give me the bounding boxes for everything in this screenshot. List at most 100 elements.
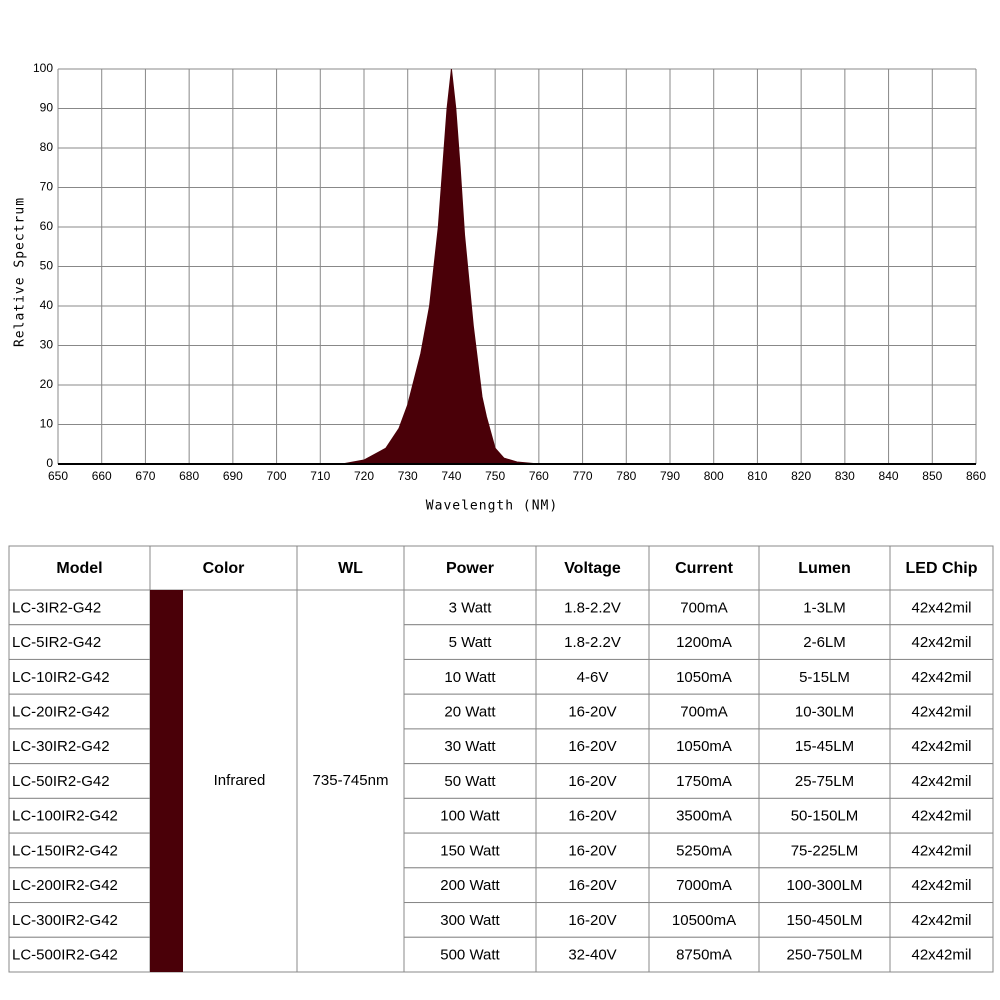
color-swatch [150, 590, 183, 972]
cell-text: LC-200IR2-G42 [12, 877, 118, 894]
cell [889, 693, 994, 730]
cell-text: 1050mA [676, 669, 732, 686]
cell [8, 763, 151, 799]
cell-text: LC-20IR2-G42 [12, 704, 110, 721]
cell-text: 16-20V [568, 912, 616, 929]
y-tick-label: 40 [40, 298, 54, 312]
cell-text: 1050mA [676, 738, 732, 755]
y-tick-label: 100 [33, 61, 53, 75]
x-tick-label: 740 [441, 469, 461, 483]
cell [8, 589, 151, 626]
cell-text: 16-20V [568, 877, 616, 894]
cell-text: 700mA [680, 704, 728, 721]
cell [403, 763, 537, 799]
cell-text: 1.8-2.2V [564, 634, 621, 651]
x-axis-label: Wavelength (NM) [426, 499, 558, 514]
column-header: Current [675, 560, 733, 577]
cell [648, 693, 760, 730]
cell-text: LC-50IR2-G42 [12, 773, 110, 790]
cell-text: 8750mA [676, 947, 732, 964]
cell [758, 658, 891, 695]
x-tick-label: 790 [660, 469, 680, 483]
y-tick-label: 50 [40, 259, 54, 273]
cell [535, 797, 650, 834]
color-text: Infrared [214, 772, 266, 789]
cell-text: 100 Watt [440, 808, 500, 825]
cell-text: 42x42mil [911, 912, 971, 929]
cell-text: 42x42mil [911, 599, 971, 616]
x-tick-label: 800 [704, 469, 724, 483]
cell-text: 25-75LM [795, 773, 854, 790]
x-tick-label: 750 [485, 469, 505, 483]
cell [403, 867, 537, 904]
cell [758, 902, 891, 938]
cell-text: 16-20V [568, 773, 616, 790]
header-cell [296, 545, 405, 591]
cell [8, 936, 151, 973]
cell [648, 624, 760, 660]
cell [758, 832, 891, 869]
cell-text: 3 Watt [449, 599, 493, 616]
cell [889, 936, 994, 973]
x-tick-label: 660 [92, 469, 112, 483]
cell-text: 10-30LM [795, 704, 854, 721]
y-tick-label: 70 [40, 180, 54, 194]
column-header: WL [338, 560, 363, 577]
x-tick-label: 860 [966, 469, 986, 483]
y-tick-label: 10 [40, 417, 54, 431]
cell [403, 693, 537, 730]
cell [403, 589, 537, 626]
cell [8, 867, 151, 904]
cell-text: 150 Watt [440, 842, 500, 859]
cell-text: 50 Watt [444, 773, 496, 790]
cell [8, 693, 151, 730]
cell-text: 4-6V [577, 669, 609, 686]
x-tick-label: 690 [223, 469, 243, 483]
cell-text: 7000mA [676, 877, 732, 894]
x-tick-label: 710 [310, 469, 330, 483]
cell-text: 2-6LM [803, 634, 846, 651]
cell [758, 936, 891, 973]
cell-text: 150-450LM [787, 912, 863, 929]
y-tick-label: 30 [40, 338, 54, 352]
cell [8, 624, 151, 660]
cell-text: LC-150IR2-G42 [12, 842, 118, 859]
header-cell [149, 545, 298, 591]
cell [403, 832, 537, 869]
cell [648, 936, 760, 973]
cell [889, 624, 994, 660]
cell [889, 867, 994, 904]
header-cell [535, 545, 650, 591]
cell [535, 589, 650, 626]
cell-text: 1-3LM [803, 599, 846, 616]
cell [648, 832, 760, 869]
cell-text: 50-150LM [791, 808, 859, 825]
spectrum-area [58, 68, 976, 465]
cell [758, 624, 891, 660]
y-tick-label: 60 [40, 219, 54, 233]
cell-text: LC-30IR2-G42 [12, 738, 110, 755]
x-tick-label: 850 [922, 469, 942, 483]
cell-text: 32-40V [568, 947, 616, 964]
x-tick-label: 810 [747, 469, 767, 483]
x-tick-label: 700 [267, 469, 287, 483]
cell-text: 42x42mil [911, 808, 971, 825]
wl-cell [296, 589, 405, 973]
cell-text: 5 Watt [449, 634, 493, 651]
x-tick-label: 730 [398, 469, 418, 483]
cell-text: 1.8-2.2V [564, 599, 621, 616]
cell [535, 763, 650, 799]
wl-text: 735-745nm [313, 772, 389, 789]
header-cell [8, 545, 151, 591]
x-tick-label: 830 [835, 469, 855, 483]
cell-text: LC-100IR2-G42 [12, 808, 118, 825]
cell [758, 589, 891, 626]
cell [648, 902, 760, 938]
cell [535, 936, 650, 973]
column-header: Lumen [798, 560, 850, 577]
column-header: Color [203, 560, 245, 577]
y-tick-label: 90 [40, 101, 54, 115]
cell-text: 100-300LM [787, 877, 863, 894]
cell-text: 16-20V [568, 842, 616, 859]
x-tick-label: 670 [135, 469, 155, 483]
